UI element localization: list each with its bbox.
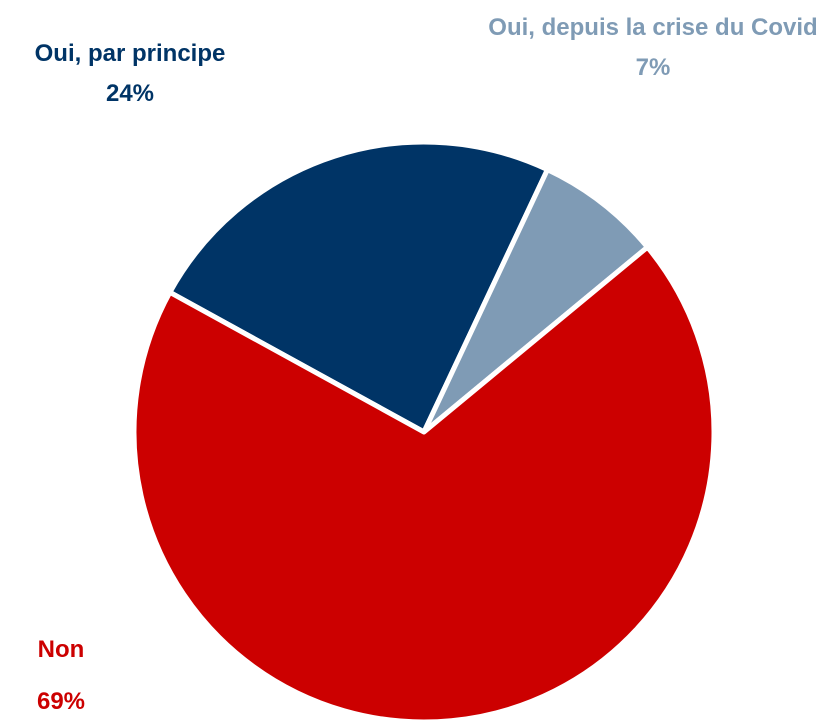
pie-slice: [131, 244, 717, 724]
value-label: 69%: [36, 688, 86, 715]
value-label: 24%: [105, 80, 155, 107]
slice-label: Oui, depuis la crise du Covid 7%: [483, 8, 823, 88]
category-label: Oui, par principe: [34, 40, 226, 67]
value-label: 7%: [635, 54, 671, 81]
category-label: Non: [37, 636, 85, 663]
slice-label: Oui, par principe 24%: [0, 34, 260, 114]
slice-label: Non 69%: [0, 624, 122, 724]
pie-slice: [167, 139, 550, 435]
category-label: Oui, depuis la crise du Covid: [488, 14, 818, 41]
